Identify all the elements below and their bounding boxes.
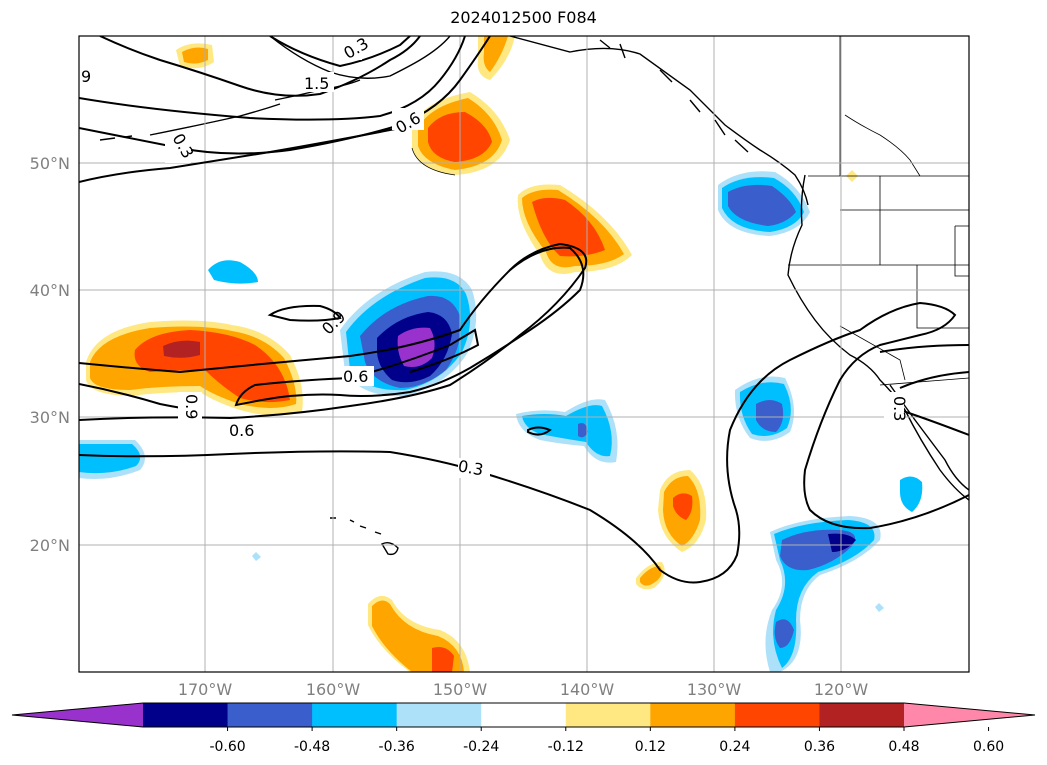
contour-label: 0.6 — [229, 421, 254, 440]
colorbar-tick-label: 0.24 — [719, 739, 750, 755]
contour-line — [79, 36, 491, 155]
figure-title: 2024012500 F084 — [450, 8, 597, 27]
colorbar-tick-label: -0.48 — [294, 739, 330, 755]
contour-label: 0.9 — [182, 394, 201, 419]
contour-line — [79, 242, 588, 421]
colorbar-outline — [11, 702, 1036, 728]
colorbar-segment — [227, 703, 313, 727]
graticule — [79, 36, 969, 672]
contour-label: 0.3 — [457, 456, 485, 479]
lon-label: 130°W — [687, 680, 742, 699]
borders-layer — [788, 36, 969, 386]
lat-labels: 50°N 40°N 30°N 20°N — [30, 154, 70, 555]
colorbar-segment — [650, 703, 736, 727]
colorbar-tick-label: -0.12 — [548, 739, 584, 755]
anomaly-blob-41n-168w — [208, 260, 258, 284]
colorbar-tick-label: -0.24 — [463, 739, 499, 755]
contour-fill-edges — [411, 147, 456, 176]
contour-layer — [79, 36, 969, 584]
contour-line — [79, 36, 466, 121]
contour-line — [79, 127, 401, 183]
contour-line — [269, 36, 411, 68]
contour-line — [899, 371, 969, 389]
colorbar: -0.60 -0.48 -0.36 -0.24 -0.12 0.12 0.24 0.36 0.4… — [11, 702, 1036, 755]
colorbar-tick-label: -0.36 — [379, 739, 415, 755]
colorbar-segment — [481, 703, 567, 727]
colorbar-tick-label: 0.60 — [973, 739, 1004, 755]
colorbar-tick-label: 0.48 — [888, 739, 919, 755]
lat-label: 40°N — [30, 281, 70, 300]
contour-label: 9 — [81, 67, 91, 86]
contour-line — [267, 304, 342, 322]
colorbar-extend-max — [904, 703, 1035, 727]
colorbar-segment — [565, 703, 651, 727]
map-frame — [78, 35, 970, 673]
colorbar-tick-label: -0.60 — [209, 739, 245, 755]
lat-label: 30°N — [30, 408, 70, 427]
colorbar-segment — [819, 703, 905, 727]
lat-label: 50°N — [30, 154, 70, 173]
contour-line — [899, 409, 969, 436]
anomaly-blob-23n-116w — [900, 476, 923, 512]
lon-label: 150°W — [433, 680, 488, 699]
contour-line — [879, 344, 969, 353]
lon-label: 160°W — [306, 680, 361, 699]
lon-label: 140°W — [560, 680, 615, 699]
lon-label: 120°W — [814, 680, 869, 699]
colorbar-tick-label: 0.36 — [804, 739, 835, 755]
contour-line — [79, 301, 969, 584]
contour-label: 0.3 — [890, 396, 909, 421]
lat-label: 20°N — [30, 536, 70, 555]
contour-label: 1.5 — [304, 74, 329, 93]
contour-label: 0.6 — [343, 367, 368, 386]
colorbar-extend-min — [12, 703, 143, 727]
contour-line — [527, 426, 552, 436]
colorbar-segment — [396, 703, 482, 727]
colorbar-segment — [312, 703, 398, 727]
colorbar-segment — [143, 703, 229, 727]
contour-line — [99, 36, 421, 97]
coastline-layer — [99, 36, 969, 556]
colorbar-segment — [734, 703, 820, 727]
lon-labels: 170°W 160°W 150°W 140°W 130°W 120°W — [178, 680, 869, 699]
colorbar-tick-label: 0.12 — [635, 739, 666, 755]
lon-label: 170°W — [178, 680, 233, 699]
